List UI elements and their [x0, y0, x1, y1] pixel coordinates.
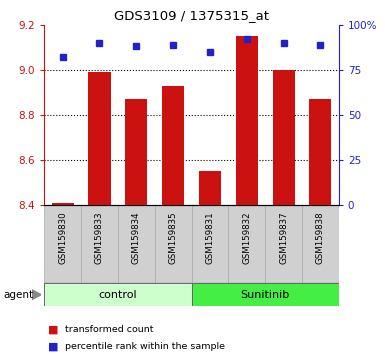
Bar	[125, 99, 147, 205]
Polygon shape	[32, 290, 41, 300]
Text: GSM159831: GSM159831	[206, 212, 214, 264]
Text: GSM159833: GSM159833	[95, 212, 104, 264]
Text: GSM159835: GSM159835	[169, 212, 177, 264]
Text: percentile rank within the sample: percentile rank within the sample	[65, 342, 226, 352]
Text: GSM159832: GSM159832	[242, 212, 251, 264]
Bar	[302, 205, 339, 283]
Text: Sunitinib: Sunitinib	[241, 290, 290, 300]
Title: GDS3109 / 1375315_at: GDS3109 / 1375315_at	[114, 9, 269, 22]
Text: control: control	[99, 290, 137, 300]
Bar	[44, 283, 192, 306]
Bar	[265, 205, 302, 283]
Bar	[199, 171, 221, 205]
Bar	[192, 205, 228, 283]
Bar	[44, 205, 81, 283]
Bar	[118, 205, 155, 283]
Bar	[162, 86, 184, 205]
Bar	[192, 283, 339, 306]
Bar	[228, 205, 265, 283]
Text: agent: agent	[4, 290, 34, 300]
Text: GSM159837: GSM159837	[279, 212, 288, 264]
Text: GSM159838: GSM159838	[316, 212, 325, 264]
Bar	[236, 36, 258, 205]
Text: transformed count: transformed count	[65, 325, 154, 334]
Bar	[52, 203, 74, 205]
Text: GSM159834: GSM159834	[132, 212, 141, 264]
Bar	[81, 205, 118, 283]
Text: ■: ■	[48, 342, 59, 352]
Bar	[273, 70, 295, 205]
Text: GSM159830: GSM159830	[58, 212, 67, 264]
Text: ■: ■	[48, 324, 59, 334]
Bar	[89, 72, 110, 205]
Bar	[155, 205, 192, 283]
Bar	[310, 99, 331, 205]
